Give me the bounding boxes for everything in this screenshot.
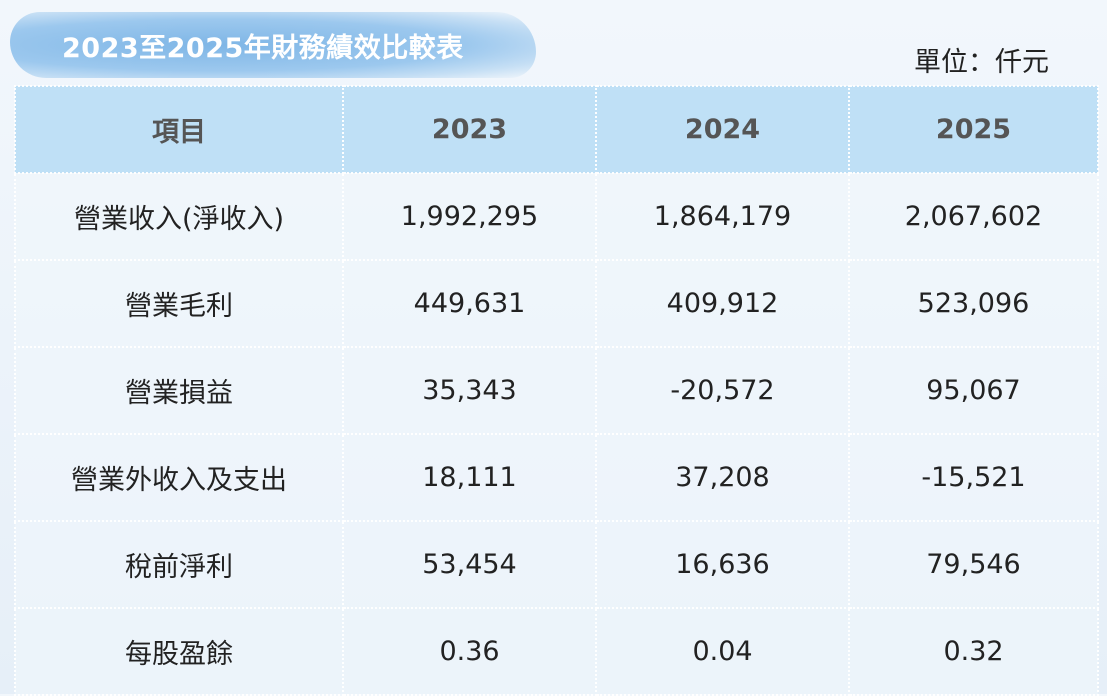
unit-label: 單位：仟元 xyxy=(914,47,1049,78)
row-label: 營業毛利 xyxy=(14,259,344,348)
cell: 79,546 xyxy=(848,520,1099,609)
row-label: 營業外收入及支出 xyxy=(14,433,344,522)
cell: -20,572 xyxy=(595,346,850,435)
cell: 523,096 xyxy=(848,259,1099,348)
cell: 2,067,602 xyxy=(848,172,1099,261)
title-banner xyxy=(10,12,536,78)
header-row: 項目 2023 2024 2025 xyxy=(14,85,1099,174)
row-label: 營業收入(淨收入) xyxy=(14,172,344,261)
row-label: 稅前淨利 xyxy=(14,520,344,609)
cell: 35,343 xyxy=(342,346,597,435)
cell: 1,864,179 xyxy=(595,172,850,261)
cell: 37,208 xyxy=(595,433,850,522)
cell: 0.36 xyxy=(342,607,597,696)
row-label: 每股盈餘 xyxy=(14,607,344,696)
table: 項目 2023 2024 2025 營業收入(淨收入) 1,992,295 1,864,1… xyxy=(14,85,1099,696)
cell: 0.04 xyxy=(595,607,850,696)
table-body: 營業收入(淨收入) 1,992,295 1,864,179 2,067,602 營業毛利… xyxy=(14,172,1099,696)
cell: 16,636 xyxy=(595,520,850,609)
table-row: 每股盈餘 0.36 0.04 0.32 xyxy=(14,607,1099,696)
cell: 95,067 xyxy=(848,346,1099,435)
table-row: 營業損益 35,343 -20,572 95,067 xyxy=(14,346,1099,435)
cell: 1,992,295 xyxy=(342,172,597,261)
cell: -15,521 xyxy=(848,433,1099,522)
table-row: 營業收入(淨收入) 1,992,295 1,864,179 2,067,602 xyxy=(14,172,1099,261)
row-label: 營業損益 xyxy=(14,346,344,435)
table-row: 營業毛利 449,631 409,912 523,096 xyxy=(14,259,1099,348)
table-row: 營業外收入及支出 18,111 37,208 -15,521 xyxy=(14,433,1099,522)
cell: 449,631 xyxy=(342,259,597,348)
column-header: 2023 xyxy=(342,85,597,174)
column-header: 2024 xyxy=(595,85,850,174)
cell: 0.32 xyxy=(848,607,1099,696)
cell: 53,454 xyxy=(342,520,597,609)
table-row: 稅前淨利 53,454 16,636 79,546 xyxy=(14,520,1099,609)
cell: 18,111 xyxy=(342,433,597,522)
cell: 409,912 xyxy=(595,259,850,348)
column-header: 項目 xyxy=(14,85,344,174)
title: 2023至2025年財務績效比較表 xyxy=(62,33,464,64)
column-header: 2025 xyxy=(848,85,1099,174)
